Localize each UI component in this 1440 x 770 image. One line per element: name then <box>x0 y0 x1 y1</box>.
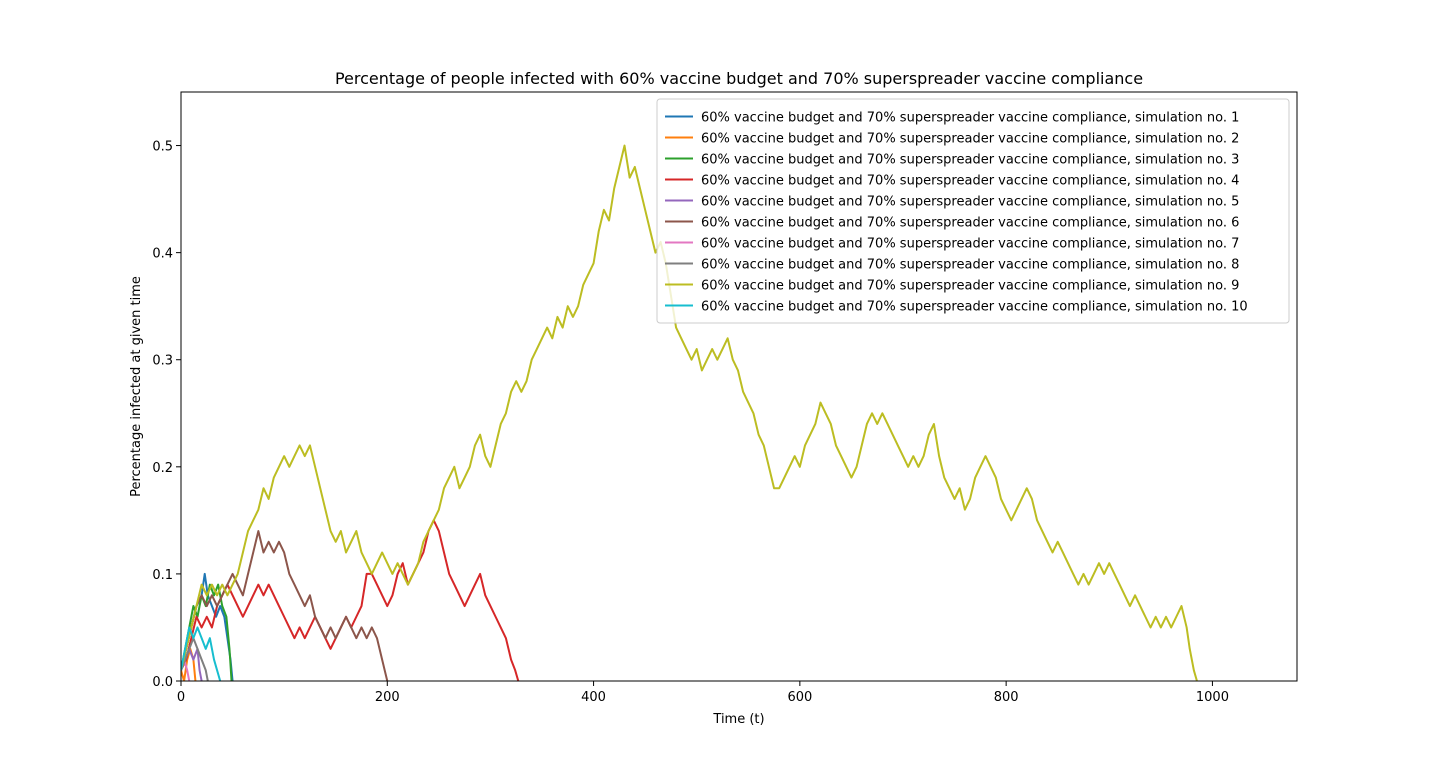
series-lines <box>181 144 1198 681</box>
x-axis-ticks: 0 200 400 600 800 1000 <box>177 681 1229 705</box>
x-tick-label: 1000 <box>1196 690 1229 705</box>
legend-item: 60% vaccine budget and 70% superspreader… <box>665 174 1239 189</box>
legend-label: 60% vaccine budget and 70% superspreader… <box>701 195 1239 210</box>
series-line-10 <box>181 626 222 681</box>
y-tick-label: 0.2 <box>152 461 173 476</box>
y-tick-label: 0.4 <box>152 247 173 262</box>
x-tick-label: 800 <box>994 690 1019 705</box>
legend: 60% vaccine budget and 70% superspreader… <box>656 98 1290 324</box>
y-tick-label: 0.5 <box>152 140 173 155</box>
legend-label: 60% vaccine budget and 70% superspreader… <box>701 153 1239 168</box>
x-tick-label: 200 <box>375 690 400 705</box>
y-axis-ticks: 0.0 0.1 0.2 0.3 0.4 0.5 <box>152 140 181 690</box>
legend-item: 60% vaccine budget and 70% superspreader… <box>665 216 1239 231</box>
legend-label: 60% vaccine budget and 70% superspreader… <box>701 174 1239 189</box>
x-tick-label: 400 <box>581 690 606 705</box>
chart-title: Percentage of people infected with 60% v… <box>335 69 1143 88</box>
legend-item: 60% vaccine budget and 70% superspreader… <box>665 111 1239 126</box>
legend-item: 60% vaccine budget and 70% superspreader… <box>665 279 1239 294</box>
series-line-2 <box>181 647 197 681</box>
series-line-8 <box>181 637 209 681</box>
legend-box <box>656 98 1290 324</box>
legend-item: 60% vaccine budget and 70% superspreader… <box>665 195 1239 210</box>
y-tick-label: 0.1 <box>152 568 173 583</box>
series-line-9 <box>181 144 1198 681</box>
plot-frame <box>180 91 1298 682</box>
legend-label: 60% vaccine budget and 70% superspreader… <box>701 111 1239 126</box>
y-axis-label: Percentage infected at given time <box>129 276 144 497</box>
legend-item: 60% vaccine budget and 70% superspreader… <box>665 132 1239 147</box>
legend-item: 60% vaccine budget and 70% superspreader… <box>665 300 1248 315</box>
legend-label: 60% vaccine budget and 70% superspreader… <box>701 216 1239 231</box>
legend-label: 60% vaccine budget and 70% superspreader… <box>701 132 1239 147</box>
x-tick-label: 600 <box>787 690 812 705</box>
legend-item: 60% vaccine budget and 70% superspreader… <box>665 237 1239 252</box>
legend-item: 60% vaccine budget and 70% superspreader… <box>665 153 1239 168</box>
y-tick-label: 0.0 <box>152 675 173 690</box>
series-line-6 <box>181 530 389 681</box>
legend-label: 60% vaccine budget and 70% superspreader… <box>701 237 1239 252</box>
legend-label: 60% vaccine budget and 70% superspreader… <box>701 279 1239 294</box>
legend-label: 60% vaccine budget and 70% superspreader… <box>701 300 1248 315</box>
x-tick-label: 0 <box>177 690 185 705</box>
x-axis-label: Time (t) <box>712 712 764 727</box>
legend-label: 60% vaccine budget and 70% superspreader… <box>701 258 1239 273</box>
legend-item: 60% vaccine budget and 70% superspreader… <box>665 258 1239 273</box>
y-tick-label: 0.3 <box>152 354 173 369</box>
